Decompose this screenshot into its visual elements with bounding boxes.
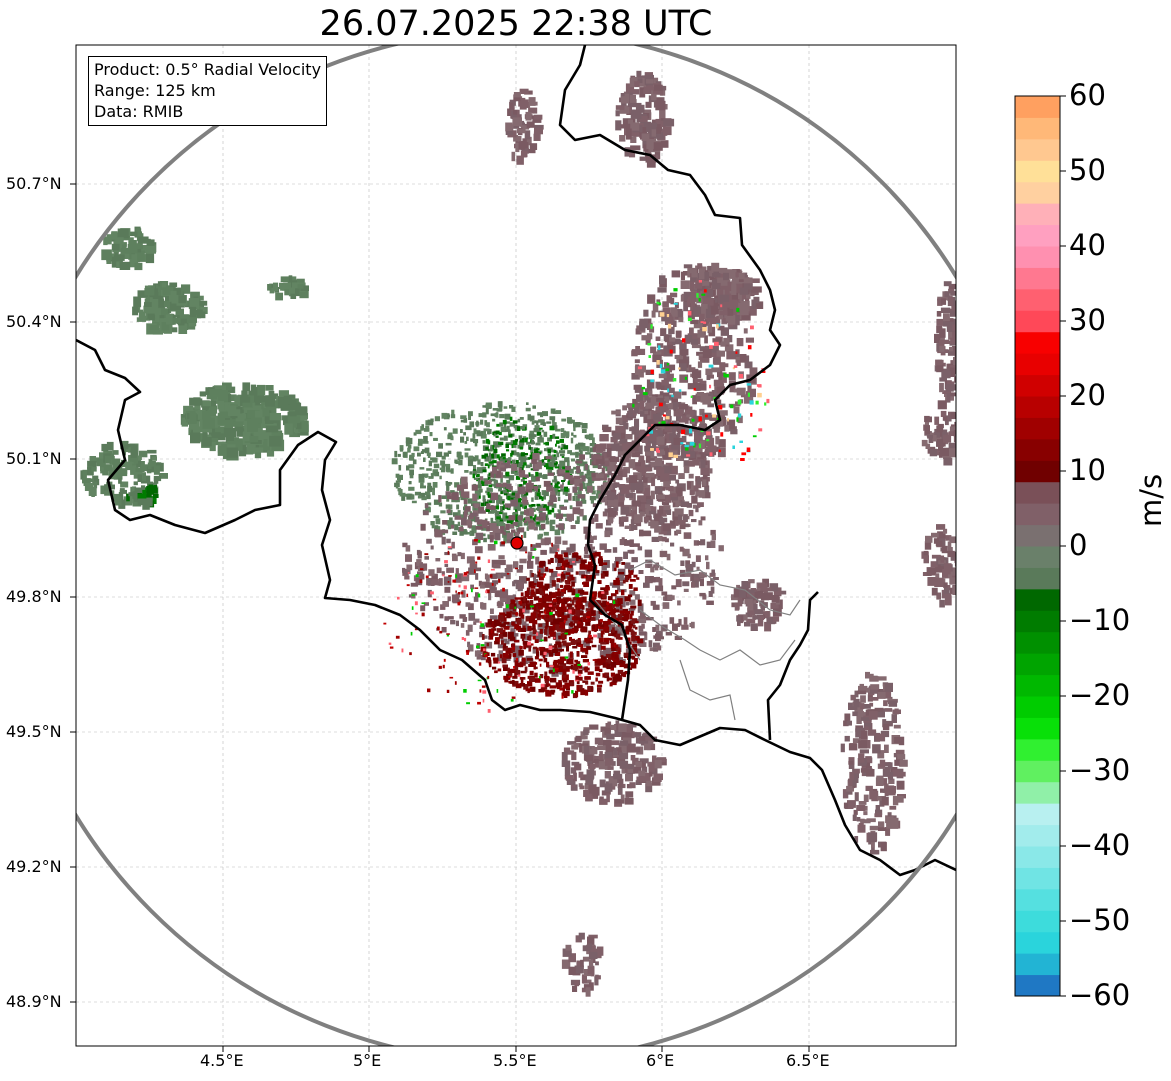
colorbar-segment: [1015, 160, 1060, 183]
colorbar-segment: [1015, 96, 1060, 118]
colorbar-tick-label: 50: [1069, 153, 1106, 187]
info-range: Range: 125 km: [94, 81, 216, 100]
colorbar-segment: [1015, 460, 1060, 483]
colorbar-segment: [1015, 203, 1060, 226]
colorbar-segment: [1015, 310, 1060, 333]
lat-label-49-2: 49.2°N: [6, 857, 62, 876]
lat-label-48-9: 48.9°N: [6, 992, 62, 1011]
lon-label-5-5: 5.5°E: [493, 1051, 537, 1070]
colorbar-segment: [1015, 481, 1060, 504]
colorbar-segment: [1015, 631, 1060, 654]
info-data-source: Data: RMIB: [94, 102, 184, 121]
colorbar-segment: [1015, 824, 1060, 847]
colorbar-segment: [1015, 503, 1060, 526]
colorbar-segment: [1015, 396, 1060, 418]
lon-label-5: 5°E: [353, 1051, 382, 1070]
colorbar-tick-label: 40: [1069, 228, 1106, 262]
colorbar-segment: [1015, 910, 1060, 933]
colorbar-segment: [1015, 353, 1060, 376]
colorbar-tick-label: −20: [1069, 678, 1131, 712]
map-title: 26.07.2025 22:38 UTC: [319, 4, 713, 44]
colorbar-segment: [1015, 974, 1060, 997]
colorbar-segment: [1015, 246, 1060, 268]
colorbar-segment: [1015, 138, 1060, 161]
colorbar-segment: [1015, 224, 1060, 247]
admin-borders: [594, 559, 801, 721]
colorbar-tick-label: 20: [1069, 378, 1106, 412]
colorbar-segment: [1015, 524, 1060, 547]
colorbar-segment: [1015, 288, 1060, 311]
colorbar-segment: [1015, 438, 1060, 461]
colorbar-segment: [1015, 546, 1060, 568]
lon-label-6-5: 6.5°E: [786, 1051, 830, 1070]
colorbar-segment: [1015, 417, 1060, 440]
colorbar-segment: [1015, 674, 1060, 697]
colorbar-tick-label: −10: [1069, 603, 1131, 637]
colorbar-tick-label: −60: [1069, 978, 1131, 1012]
colorbar-tick-label: 30: [1069, 303, 1106, 337]
product-info-box: Product: 0.5° Radial Velocity Range: 125…: [88, 56, 328, 126]
lat-label-50-7: 50.7°N: [6, 174, 62, 193]
colorbar-segment: [1015, 610, 1060, 633]
colorbar-segment: [1015, 760, 1060, 783]
lon-label-6: 6°E: [646, 1051, 675, 1070]
colorbar-segment: [1015, 567, 1060, 590]
lon-label-4-5: 4.5°E: [200, 1051, 244, 1070]
colorbar-segment: [1015, 846, 1060, 868]
colorbar-segment: [1015, 738, 1060, 761]
colorbar-segment: [1015, 696, 1060, 718]
lat-label-50-4: 50.4°N: [6, 312, 62, 331]
colorbar-tick-label: −50: [1069, 903, 1131, 937]
colorbar-tick-label: 60: [1069, 78, 1106, 112]
colorbar-tick-label: −40: [1069, 828, 1131, 862]
country-borders: [76, 45, 956, 877]
gridlines: [76, 45, 956, 1046]
colorbar-segment: [1015, 181, 1060, 204]
lat-label-50-1: 50.1°N: [6, 449, 62, 468]
colorbar-segment: [1015, 931, 1060, 954]
info-product: Product: 0.5° Radial Velocity: [94, 60, 322, 79]
colorbar-tick-marks: [1060, 95, 1066, 997]
lat-label-49-5: 49.5°N: [6, 722, 62, 741]
colorbar-segment: [1015, 374, 1060, 397]
colorbar-segment: [1015, 653, 1060, 676]
colorbar-tick-label: 0: [1069, 528, 1088, 562]
colorbar-segment: [1015, 888, 1060, 911]
colorbar-tick-label: 10: [1069, 453, 1106, 487]
colorbar-segment: [1015, 953, 1060, 976]
colorbar-tick-label: −30: [1069, 753, 1131, 787]
colorbar-segment: [1015, 588, 1060, 611]
colorbar-segment: [1015, 117, 1060, 140]
colorbar-segment: [1015, 331, 1060, 354]
lat-label-49-8: 49.8°N: [6, 587, 62, 606]
colorbar-segment: [1015, 803, 1060, 826]
axis-ticks: [70, 183, 810, 1052]
radar-echoes: [80, 70, 956, 997]
radar-site-marker[interactable]: [510, 536, 524, 550]
colorbar-segment: [1015, 267, 1060, 290]
colorbar-label: m/s: [1134, 473, 1168, 527]
colorbar: [1015, 96, 1060, 997]
colorbar-segment: [1015, 867, 1060, 890]
colorbar-segment: [1015, 781, 1060, 804]
colorbar-segment: [1015, 717, 1060, 740]
